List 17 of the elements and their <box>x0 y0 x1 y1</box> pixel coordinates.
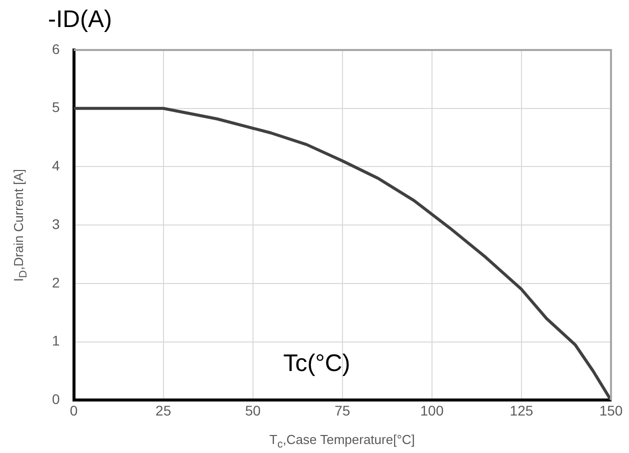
y-tick-label: 3 <box>52 216 60 232</box>
x-tick-label: 25 <box>156 402 172 418</box>
x-axis-title: T$_{c}$,Case Temperature[°C] <box>269 432 415 451</box>
y-tick-label: 2 <box>52 274 60 290</box>
x-tick-label: 100 <box>420 402 444 418</box>
x-tick-label: 50 <box>245 402 261 418</box>
y-tick-label: 4 <box>52 158 60 174</box>
annotation: Tc(°C) <box>283 350 350 378</box>
y-tick-label: 5 <box>52 99 60 116</box>
x-tick-label: 0 <box>70 402 78 418</box>
x-tick-label: 125 <box>510 402 534 418</box>
y-tick-label: 0 <box>52 391 60 408</box>
y-tick-label: 6 <box>52 40 60 57</box>
x-tick-label: 150 <box>599 402 623 418</box>
y-tick-label: 1 <box>52 332 60 349</box>
text: -ID(A) <box>48 6 112 34</box>
x-tick-label: 75 <box>334 402 350 418</box>
